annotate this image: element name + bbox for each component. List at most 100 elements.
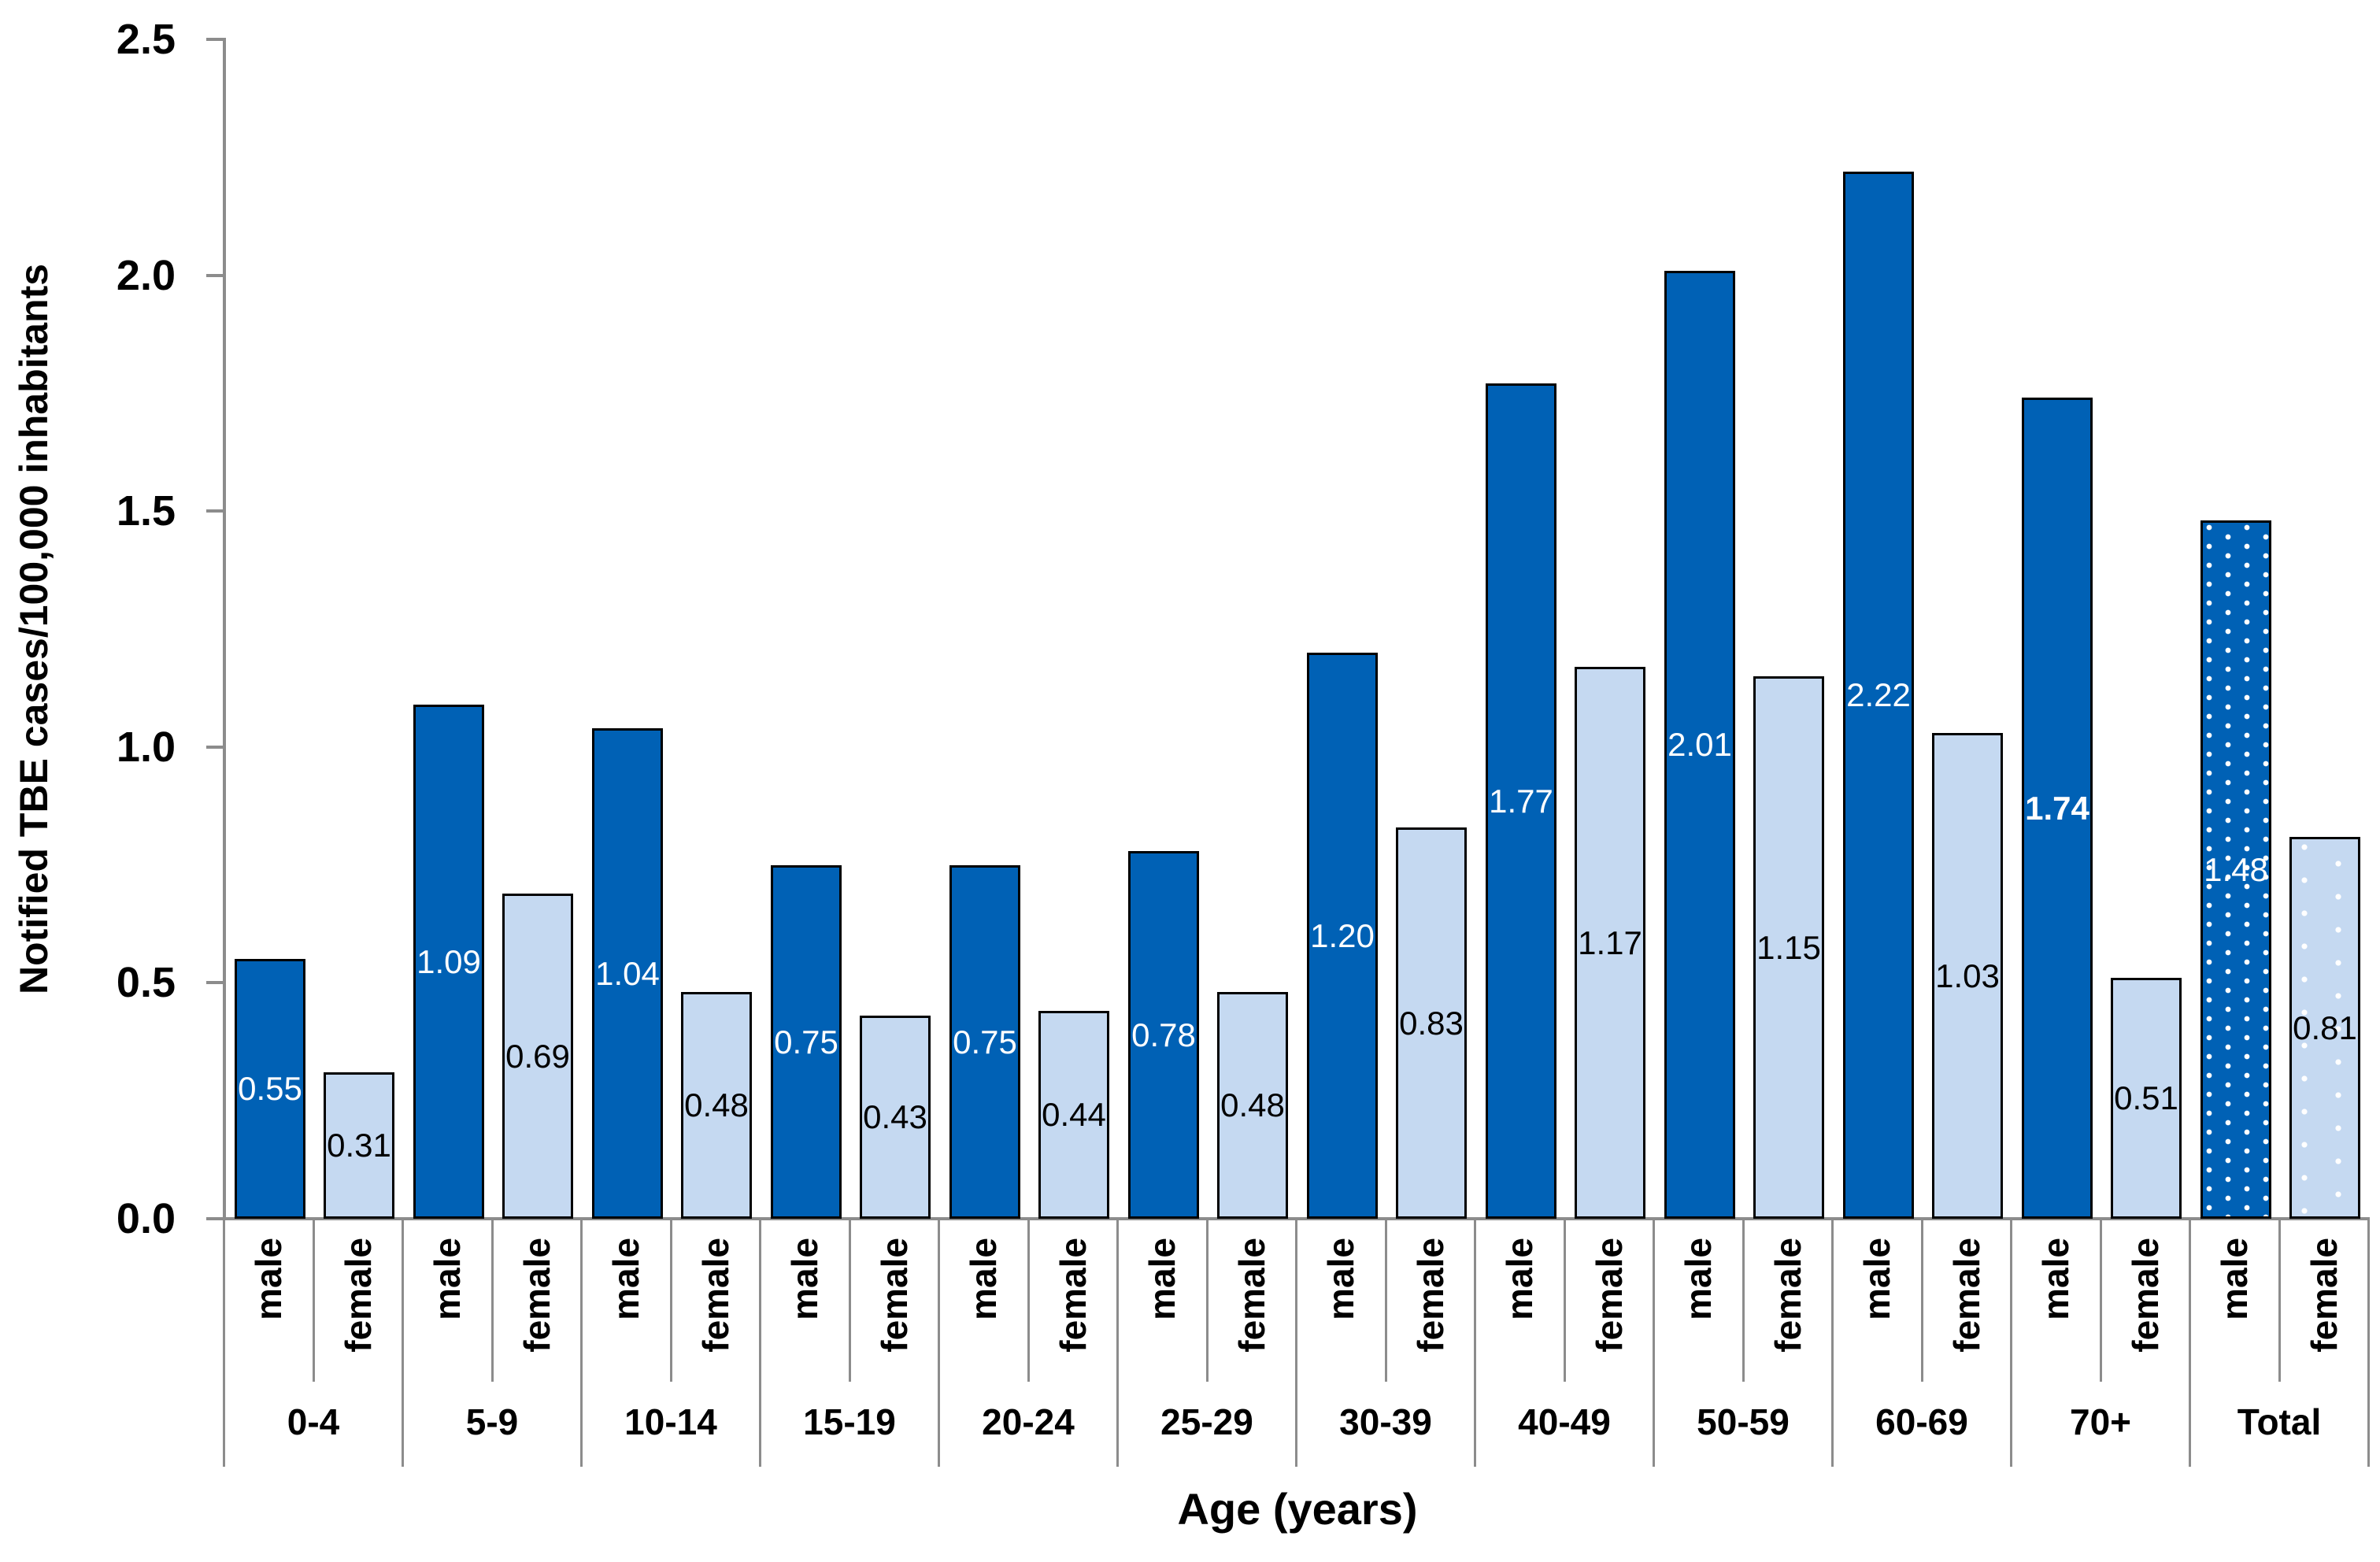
axis-group-25-29: male female 25-29 [1119, 1220, 1297, 1467]
value-label-male-40-49: 1.77 [1489, 782, 1553, 820]
axis-group-60-69: male female 60-69 [1834, 1220, 2012, 1467]
sex-label-female: female [1588, 1238, 1630, 1353]
bar-female-70plus: 0.51 [2111, 978, 2182, 1219]
sex-label-male: male [605, 1238, 647, 1320]
value-label-male-25-29: 0.78 [1131, 1016, 1196, 1053]
sex-label-male: male [427, 1238, 468, 1320]
value-label-male-10-14: 1.04 [595, 954, 660, 992]
sex-cell-female: female [1566, 1220, 1653, 1382]
axis-group-30-39: male female 30-39 [1297, 1220, 1476, 1467]
sex-label-male: male [1142, 1238, 1183, 1320]
sex-cell-male: male [1655, 1220, 1745, 1382]
value-label-male-70plus: 1.74 [2025, 789, 2089, 827]
y-tick-mark-1.5 [206, 509, 223, 513]
sex-label-female: female [1409, 1238, 1451, 1353]
sex-cell-female: female [1030, 1220, 1117, 1382]
sex-cell-female: female [494, 1220, 581, 1382]
age-group-label-40-49: 40-49 [1518, 1401, 1611, 1442]
sex-label-male: male [2214, 1238, 2256, 1320]
sex-label-male: male [1499, 1238, 1541, 1320]
sex-label-female: female [1052, 1238, 1094, 1353]
value-label-male-0-4: 0.55 [238, 1070, 302, 1107]
sex-label-row: male female [2012, 1220, 2189, 1382]
sex-cell-female: female [851, 1220, 938, 1382]
bar-male-70plus: 1.74 [2022, 398, 2093, 1219]
y-tick-label-0.5: 0.5 [116, 959, 176, 1006]
sex-cell-male: male [761, 1220, 851, 1382]
sex-label-male: male [248, 1238, 290, 1320]
sex-label-male: male [1856, 1238, 1898, 1320]
sex-cell-male: male [583, 1220, 672, 1382]
sex-label-female: female [1767, 1238, 1808, 1353]
x-axis-title: Age (years) [1177, 1484, 1418, 1534]
bar-male-total: 1.48 [2200, 520, 2271, 1219]
y-tick-label-1.0: 1.0 [116, 724, 176, 771]
value-label-female-70plus: 0.51 [2114, 1079, 2178, 1116]
bar-male-25-29: 0.78 [1128, 851, 1199, 1219]
sex-label-female: female [2303, 1238, 2345, 1353]
plot-area: 0.55 0.31 1.09 0.69 1.04 0.48 0.75 0.43 0.75 0.44… [225, 39, 2370, 1219]
y-tick-label-1.5: 1.5 [116, 487, 176, 535]
y-tick-label-2.5: 2.5 [116, 16, 176, 63]
sex-label-row: male female [1834, 1220, 2010, 1382]
bar-male-30-39: 1.20 [1307, 653, 1378, 1219]
y-axis-line [223, 38, 226, 1220]
value-label-female-40-49: 1.17 [1578, 924, 1642, 961]
y-tick-mark-1.0 [206, 746, 223, 749]
y-tick-mark-2.0 [206, 274, 223, 277]
bar-male-0-4: 0.55 [235, 959, 305, 1219]
age-group-label-10-14: 10-14 [624, 1401, 717, 1442]
bar-female-10-14: 0.48 [681, 992, 752, 1219]
bar-female-20-24: 0.44 [1038, 1011, 1109, 1219]
axis-group-15-19: male female 15-19 [761, 1220, 940, 1467]
y-axis-title: Notified TBE cases/100,000 inhabitants [12, 263, 56, 995]
sex-label-female: female [337, 1238, 379, 1353]
value-label-female-50-59: 1.15 [1756, 928, 1821, 966]
age-group-label-total: Total [2237, 1401, 2322, 1442]
sex-label-row: male female [1476, 1220, 1653, 1382]
bar-female-30-39: 0.83 [1396, 827, 1467, 1219]
axis-group-10-14: male female 10-14 [583, 1220, 761, 1467]
value-label-female-15-19: 0.43 [863, 1098, 927, 1135]
age-group-label-5-9: 5-9 [465, 1401, 519, 1442]
value-label-male-5-9: 1.09 [416, 942, 481, 980]
age-group-label-70plus: 70+ [2069, 1401, 2132, 1442]
bar-female-15-19: 0.43 [860, 1016, 931, 1219]
age-group-label-50-59: 50-59 [1697, 1401, 1790, 1442]
bar-male-50-59: 2.01 [1664, 271, 1735, 1219]
value-label-female-total: 0.81 [2293, 1009, 2357, 1046]
axis-group-total: male female Total [2191, 1220, 2370, 1467]
value-label-female-20-24: 0.44 [1042, 1096, 1106, 1133]
axis-group-5-9: male female 5-9 [404, 1220, 583, 1467]
sex-cell-male: male [2191, 1220, 2281, 1382]
sex-label-row: male female [404, 1220, 580, 1382]
sex-label-male: male [1320, 1238, 1362, 1320]
sex-cell-female: female [2281, 1220, 2368, 1382]
sex-cell-male: male [1119, 1220, 1209, 1382]
y-tick-label-2.0: 2.0 [116, 252, 176, 299]
y-tick-mark-0.5 [206, 981, 223, 984]
age-group-label-20-24: 20-24 [982, 1401, 1075, 1442]
axis-group-20-24: male female 20-24 [940, 1220, 1119, 1467]
bar-female-60-69: 1.03 [1932, 733, 2003, 1219]
sex-label-female: female [1945, 1238, 1987, 1353]
value-label-male-60-69: 2.22 [1846, 676, 1911, 713]
sex-cell-male: male [404, 1220, 494, 1382]
bar-female-50-59: 1.15 [1753, 676, 1824, 1219]
sex-label-male: male [2035, 1238, 2077, 1320]
value-label-female-10-14: 0.48 [684, 1086, 749, 1123]
sex-label-row: male female [583, 1220, 759, 1382]
bar-male-20-24: 0.75 [949, 865, 1020, 1219]
value-label-female-25-29: 0.48 [1220, 1086, 1285, 1123]
value-label-male-20-24: 0.75 [953, 1023, 1017, 1060]
value-label-female-30-39: 0.83 [1399, 1004, 1464, 1042]
value-label-male-50-59: 2.01 [1667, 726, 1732, 763]
age-group-label-25-29: 25-29 [1160, 1401, 1253, 1442]
sex-label-female: female [2124, 1238, 2166, 1353]
bar-male-5-9: 1.09 [413, 705, 484, 1219]
bar-female-total: 0.81 [2289, 837, 2360, 1219]
sex-label-row: male female [761, 1220, 938, 1382]
bar-female-40-49: 1.17 [1575, 667, 1645, 1219]
axis-group-50-59: male female 50-59 [1655, 1220, 1834, 1467]
